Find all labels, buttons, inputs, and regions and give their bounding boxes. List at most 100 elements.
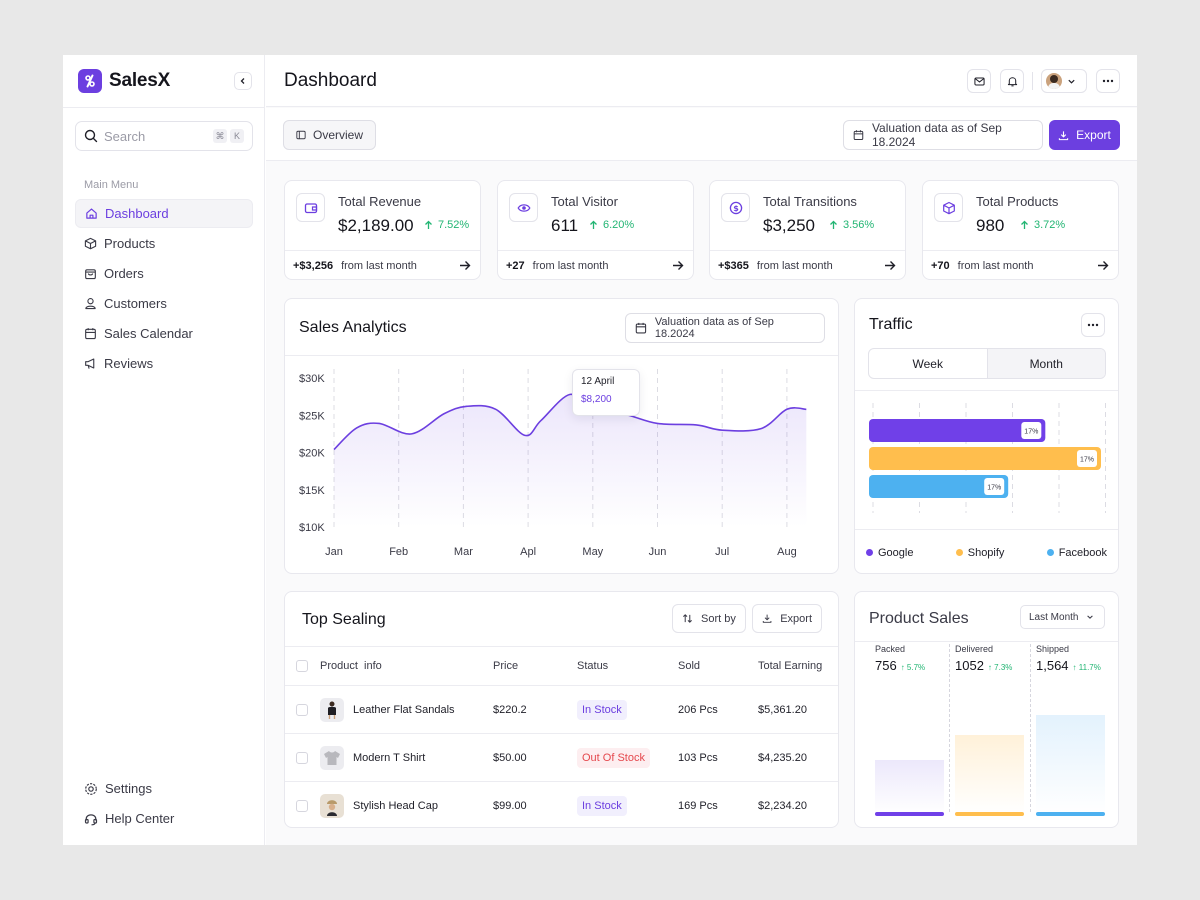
sales-analytics-card: Sales Analytics Valuation data as of Sep…: [284, 298, 839, 574]
valuation-label: Valuation data as of Sep 18.2024: [871, 121, 1002, 149]
sidebar-item-label: Products: [104, 236, 156, 251]
export-button[interactable]: Export: [1049, 120, 1120, 150]
row-checkbox[interactable]: [296, 782, 308, 830]
export-label: Export: [780, 612, 812, 625]
table-row[interactable]: Leather Flat Sandals $220.2 In Stock 206…: [285, 686, 838, 734]
y-tick-label: $20K: [299, 448, 325, 460]
traffic-legend: Google Shopify Facebook: [855, 529, 1118, 575]
tooltip-date: 12 April: [581, 376, 615, 387]
cap-model-icon: [327, 800, 337, 816]
app-window: SalesX Search ⌘ K Main Menu Dashboard Pr…: [63, 55, 1137, 845]
box-icon: [84, 237, 97, 250]
sidebar-item-sales-calendar[interactable]: Sales Calendar: [75, 319, 253, 348]
sandal-model-icon: [328, 701, 336, 719]
sales-area-fill: [334, 394, 807, 527]
menu-title: Main Menu: [84, 179, 139, 191]
product-earning: $2,234.20: [758, 800, 807, 812]
sidebar-item-settings[interactable]: Settings: [75, 774, 253, 803]
row-checkbox[interactable]: [296, 686, 308, 733]
product-sales-shipped: Shipped 1,564 ↑ 11.7%: [1030, 644, 1105, 832]
traffic-bar-chart: 17% 17% 17%: [869, 403, 1106, 513]
sidebar-item-customers[interactable]: Customers: [75, 289, 253, 318]
tab-week[interactable]: Week: [912, 356, 943, 371]
stat-foot-text: from last month: [756, 259, 833, 272]
analytics-valuation-button[interactable]: Valuation data as of Sep 18.2024: [625, 313, 825, 343]
more-options-button[interactable]: [1096, 69, 1120, 93]
wallet-icon: [296, 193, 325, 222]
sales-fill-bar: [955, 734, 1024, 814]
sidebar-item-dashboard[interactable]: Dashboard: [75, 199, 253, 228]
sales-column-label: Packed: [875, 644, 906, 654]
sales-line-chart: Jan Feb Mar Apl May Jun Jul Aug $30K $25K $20K $15K…: [299, 369, 807, 558]
legend-google: Google: [866, 547, 913, 559]
top-selling-card: Top Sealing Sort by Export Product info …: [284, 591, 839, 828]
stat-change-value: 3.72%: [1034, 219, 1066, 231]
chevron-down-icon: [1068, 79, 1075, 84]
stat-card-products[interactable]: Total Products 980 3.72% +70 from last mo…: [922, 180, 1119, 280]
status-badge: Out Of Stock: [577, 747, 650, 768]
calendar-icon: [635, 322, 647, 334]
stat-change: 6.20%: [589, 219, 634, 231]
arrow-up-icon: [590, 220, 597, 229]
product-name: Modern T Shirt: [353, 751, 426, 764]
tab-month[interactable]: Month: [986, 349, 1105, 378]
sort-by-button[interactable]: Sort by: [672, 604, 746, 633]
notifications-button[interactable]: [1000, 69, 1024, 93]
table-row[interactable]: Stylish Head Cap $99.00 In Stock 169 Pcs…: [285, 782, 838, 830]
eye-icon: [509, 193, 538, 222]
mail-button[interactable]: [967, 69, 991, 93]
sidebar-item-label: Help Center: [105, 811, 175, 826]
sales-column-value: 756 ↑ 5.7%: [875, 658, 926, 673]
period-select[interactable]: Last Month: [1020, 605, 1105, 629]
main-menu: Dashboard Products Orders Customers Sale…: [75, 199, 253, 379]
tooltip-value: $8,200: [581, 394, 612, 405]
stat-card-transitions[interactable]: $ Total Transitions $3,250 3.56% +$365 fr…: [709, 180, 906, 280]
sales-baseline: [955, 812, 1024, 816]
logo[interactable]: SalesX: [78, 69, 170, 93]
status-cell: Out Of Stock: [577, 734, 650, 781]
stat-footer: +$365 from last month: [710, 250, 905, 280]
sidebar-item-help-center[interactable]: Help Center: [75, 804, 253, 833]
stat-delta: +$3,256: [293, 259, 334, 272]
traffic-period-toggle: Week Month: [868, 348, 1106, 379]
product-sold: 169 Pcs: [678, 800, 718, 812]
status-cell: In Stock: [577, 782, 627, 830]
divider: [855, 641, 1118, 642]
row-checkbox[interactable]: [296, 734, 308, 781]
bar-label-bg: [1077, 450, 1097, 467]
sales-fill-bar: [1036, 715, 1105, 814]
stat-card-visitor[interactable]: Total Visitor 611 6.20% +27 from last mon…: [497, 180, 694, 280]
stat-title: Total Products: [976, 194, 1059, 209]
legend-dot: [1046, 549, 1054, 556]
product-sold: 206 Pcs: [678, 703, 718, 716]
sidebar-item-products[interactable]: Products: [75, 229, 253, 258]
valuation-date-button[interactable]: Valuation data as of Sep 18.2024: [843, 120, 1043, 150]
bar-value-label: 17%: [987, 485, 1001, 492]
search-placeholder: Search: [104, 128, 146, 144]
sidebar-item-reviews[interactable]: Reviews: [75, 349, 253, 378]
product-sales-packed: Packed 756 ↑ 5.7%: [875, 644, 944, 832]
select-all-checkbox[interactable]: [296, 647, 308, 685]
stat-value: $2,189.00: [338, 216, 414, 235]
page-title: Dashboard: [284, 70, 377, 91]
stat-footer: +27 from last month: [498, 250, 693, 280]
stat-change-value: 3.56%: [843, 219, 875, 231]
profile-menu-button[interactable]: [1041, 69, 1087, 93]
x-tick-label: Jun: [649, 546, 667, 558]
more-icon: [1102, 79, 1114, 83]
search-input[interactable]: Search ⌘ K: [75, 121, 253, 151]
table-row[interactable]: Modern T Shirt $50.00 Out Of Stock 103 P…: [285, 734, 838, 782]
traffic-bar-google: [869, 419, 1046, 442]
table-export-button[interactable]: Export: [752, 604, 822, 633]
collapse-sidebar-button[interactable]: [234, 72, 252, 90]
overview-label: Overview: [312, 128, 363, 142]
card-title: Traffic: [869, 316, 913, 333]
sales-baseline: [1036, 812, 1105, 816]
traffic-more-button[interactable]: [1081, 313, 1105, 337]
sidebar-item-label: Reviews: [104, 356, 154, 371]
box-icon: [934, 193, 963, 222]
overview-button[interactable]: Overview: [283, 120, 376, 150]
column-header-earning: Total Earning: [758, 660, 823, 672]
sidebar-item-orders[interactable]: Orders: [75, 259, 253, 288]
stat-card-revenue[interactable]: Total Revenue $2,189.00 7.52% +$3,256 fro…: [284, 180, 481, 280]
